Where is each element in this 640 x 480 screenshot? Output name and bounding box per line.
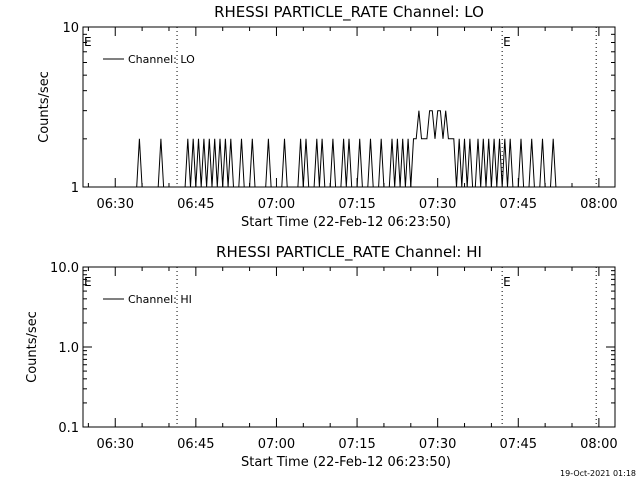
x-tick-label: 07:45: [500, 197, 537, 212]
x-tick-label: 06:30: [97, 197, 134, 212]
event-marker-label: E: [503, 275, 511, 289]
y-axis-ticks-hi: 10.0 1.0 0.1: [50, 261, 615, 436]
plot-frame-hi: [82, 266, 616, 428]
y-tick-label: 10: [62, 21, 79, 36]
y-tick-label: 1.0: [58, 341, 79, 356]
panel-hi: RHESSI PARTICLE_RATE Channel: HI 06:30 06…: [25, 243, 618, 470]
x-tick-label: 06:45: [177, 437, 214, 452]
x-tick-label: 07:15: [338, 437, 375, 452]
chart-title-lo: RHESSI PARTICLE_RATE Channel: LO: [214, 3, 484, 22]
x-axis-ticks-hi: 06:30 06:45 07:00 07:15 07:30 07:45 08:00: [87, 267, 618, 452]
x-tick-label: 08:00: [580, 437, 617, 452]
y-axis-label-hi: Counts/sec: [25, 311, 40, 383]
event-marker-label: E: [84, 35, 92, 49]
x-tick-label: 07:15: [338, 197, 375, 212]
y-tick-label: 0.1: [58, 421, 79, 436]
x-tick-label: 06:30: [97, 437, 134, 452]
plot-frame-lo: [82, 26, 616, 188]
event-marker-label: E: [503, 35, 511, 49]
x-tick-label: 07:45: [500, 437, 537, 452]
legend-lo: Channel: LO: [103, 53, 195, 66]
x-axis-label-lo: Start Time (22-Feb-12 06:23:50): [241, 215, 451, 230]
x-tick-label: 07:00: [258, 197, 295, 212]
x-axis-ticks-lo: 06:30 06:45 07:00 07:15 07:30 07:45 08:00: [87, 27, 618, 212]
x-axis-label-hi: Start Time (22-Feb-12 06:23:50): [241, 455, 451, 470]
x-tick-label: 07:30: [419, 197, 456, 212]
chart-title-hi: RHESSI PARTICLE_RATE Channel: HI: [216, 243, 482, 262]
x-tick-label: 07:30: [419, 437, 456, 452]
x-tick-label: 08:00: [580, 197, 617, 212]
x-tick-label: 06:45: [177, 197, 214, 212]
series-lo: [83, 110, 615, 188]
panel-lo: RHESSI PARTICLE_RATE Channel: LO 06:30 06…: [37, 3, 618, 230]
footer-timestamp: 19-Oct-2021 01:18: [560, 469, 636, 478]
y-tick-label: 1: [71, 181, 79, 196]
legend-label-lo: Channel: LO: [128, 53, 195, 66]
legend-hi: Channel: HI: [103, 293, 192, 306]
y-tick-label: 10.0: [50, 261, 79, 276]
event-marker-label: E: [84, 275, 92, 289]
y-axis-ticks-lo: 10 1: [62, 21, 615, 196]
series-line: [83, 110, 615, 188]
legend-label-hi: Channel: HI: [128, 293, 192, 306]
x-tick-label: 07:00: [258, 437, 295, 452]
y-axis-label-lo: Counts/sec: [37, 71, 52, 143]
